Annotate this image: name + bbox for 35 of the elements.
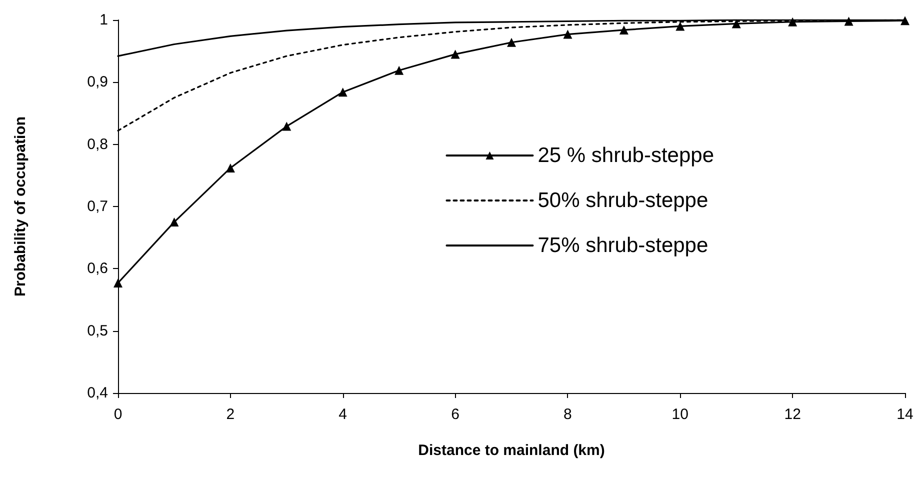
point <box>900 16 910 26</box>
point <box>170 218 179 227</box>
x-tick-label: 12 <box>784 406 801 423</box>
point <box>619 25 628 34</box>
x-tick-label: 8 <box>564 406 572 423</box>
y-tick-label: 0,8 <box>87 136 108 153</box>
y-axis-title: Probability of occupation <box>12 116 29 297</box>
point <box>338 88 348 97</box>
legend-label: 75% shrub-steppe <box>538 234 708 257</box>
x-tick-label: 14 <box>896 406 914 423</box>
x-tick-label: 2 <box>226 406 235 423</box>
y-tick-label: 0,4 <box>87 384 108 402</box>
point <box>114 278 122 288</box>
x-tick-label: 6 <box>451 406 460 423</box>
point <box>732 19 741 28</box>
point <box>844 16 854 26</box>
x-tick-label: 0 <box>114 406 122 423</box>
y-tick-label: 0,6 <box>87 260 108 278</box>
x-tick-label: 4 <box>338 406 348 423</box>
legend-label: 25 % shrub-steppe <box>538 144 714 167</box>
point <box>563 30 572 39</box>
point <box>676 22 685 31</box>
point <box>226 163 235 172</box>
y-tick-label: 0,9 <box>87 74 108 91</box>
x-tick-label: 10 <box>672 406 688 423</box>
point <box>507 38 516 47</box>
point <box>788 17 798 26</box>
y-tick-label: 1 <box>100 12 108 28</box>
point <box>394 66 404 75</box>
x-axis-title: Distance to mainland (km) <box>418 442 605 459</box>
y-tick-label: 0,5 <box>87 322 108 340</box>
point <box>450 50 460 59</box>
legend-label: 50% shrub-steppe <box>538 189 708 212</box>
point <box>282 122 292 131</box>
y-tick-label: 0,7 <box>87 198 108 215</box>
